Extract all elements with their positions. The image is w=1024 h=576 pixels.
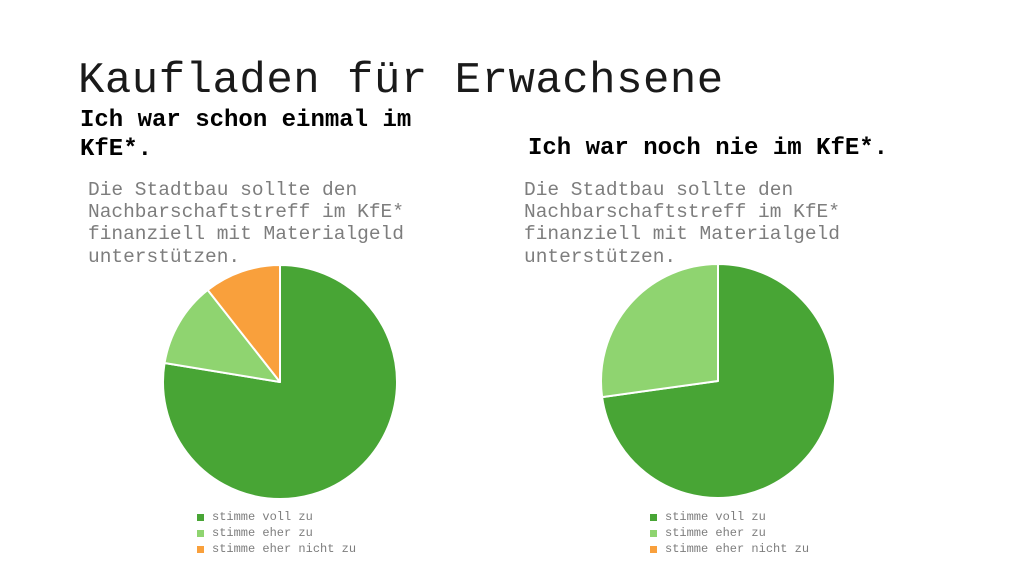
right-question-subtitle: Die Stadtbau sollte den Nachbarschaftstr…: [524, 178, 840, 268]
legend-label: stimme eher nicht zu: [665, 542, 810, 556]
legend-left: stimme voll zu stimme eher zu stimme ehe…: [197, 509, 356, 557]
legend-item: stimme eher zu: [197, 525, 356, 541]
legend-item: stimme eher zu: [650, 525, 809, 541]
legend-item: stimme eher nicht zu: [197, 541, 356, 557]
legend-label: stimme eher zu: [665, 526, 766, 540]
legend-swatch-orange: [650, 545, 657, 553]
slide-title: Kaufladen für Erwachsene: [78, 56, 724, 107]
right-question-heading: Ich war noch nie im KfE*.: [528, 134, 889, 162]
legend-label: stimme voll zu: [212, 510, 313, 524]
legend-item: stimme eher nicht zu: [650, 541, 809, 557]
legend-label: stimme eher nicht zu: [212, 542, 357, 556]
legend-label: stimme voll zu: [665, 510, 766, 524]
legend-item: stimme voll zu: [650, 509, 809, 525]
legend-swatch-dark-green: [197, 513, 204, 521]
pie-chart-right: [600, 263, 836, 499]
pie-chart-left: [162, 264, 398, 500]
legend-swatch-orange: [197, 545, 204, 553]
legend-swatch-light-green: [650, 529, 657, 537]
left-question-heading: Ich war schon einmal im KfE*.: [80, 106, 412, 163]
legend-item: stimme voll zu: [197, 509, 356, 525]
legend-label: stimme eher zu: [212, 526, 313, 540]
legend-right: stimme voll zu stimme eher zu stimme ehe…: [650, 509, 809, 557]
legend-swatch-light-green: [197, 529, 204, 537]
legend-swatch-dark-green: [650, 513, 657, 521]
left-question-subtitle: Die Stadtbau sollte den Nachbarschaftstr…: [88, 178, 404, 268]
